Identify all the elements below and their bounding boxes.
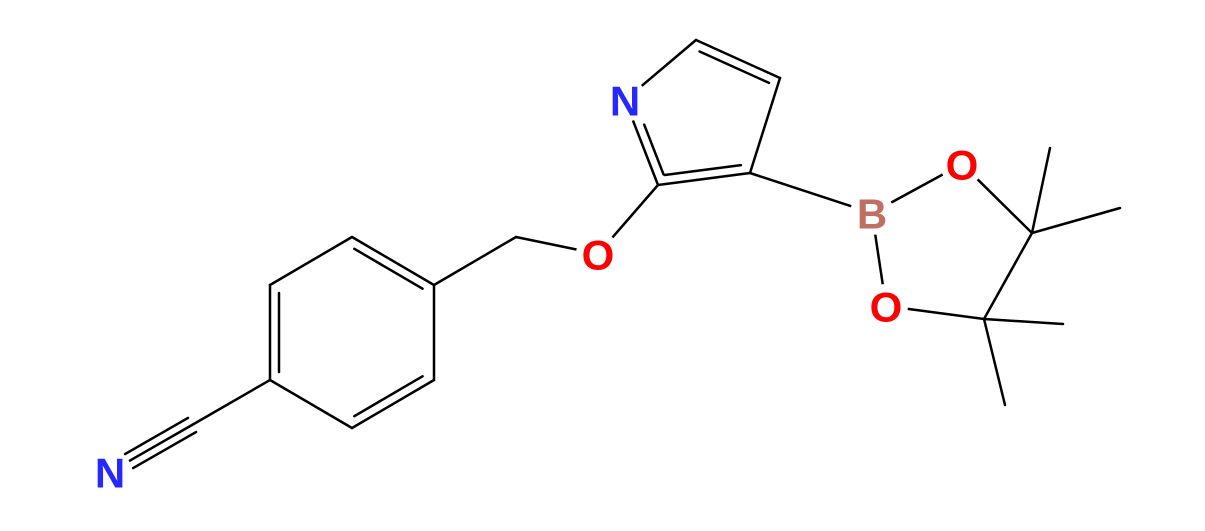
bond [133,432,196,468]
bond [908,309,984,319]
bond [984,319,1005,405]
bond [354,376,422,416]
bond [1032,148,1050,233]
bond [1032,208,1120,233]
atom-label-o: O [582,232,615,279]
bond [612,185,658,237]
bond [875,235,882,284]
bond [978,179,1032,233]
bond [665,165,741,175]
bond [644,125,663,175]
bond [192,380,270,425]
bond [354,249,422,289]
bond [352,237,434,285]
atoms-layer: NONBOO [88,78,984,497]
bond [984,319,1063,324]
molecule-diagram: NONBOO [0,0,1205,531]
bond [270,237,352,285]
bond [352,380,434,428]
atom-label-n: N [95,450,125,497]
bond [129,425,192,461]
bond [750,78,780,173]
bond [696,40,780,78]
atom-label-n: N [610,78,640,125]
bond [750,173,851,206]
atom-label-b: B [857,191,887,238]
bond [270,380,352,428]
bond [642,40,696,86]
atom-label-o: O [946,142,979,189]
bond [516,237,576,250]
bond [434,237,516,285]
bond [891,175,942,203]
atom-label-o: O [870,284,903,331]
bond [984,233,1032,319]
bond [125,418,188,454]
